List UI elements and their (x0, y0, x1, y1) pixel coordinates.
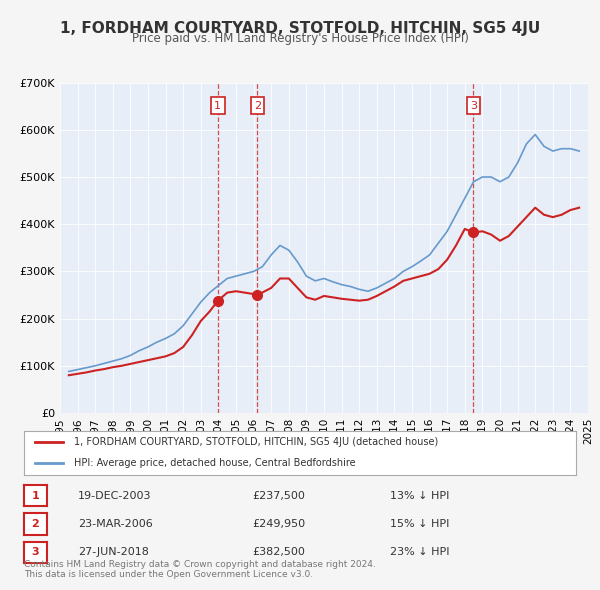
Text: 1: 1 (32, 491, 39, 500)
Text: 3: 3 (470, 101, 477, 111)
Text: 19-DEC-2003: 19-DEC-2003 (78, 491, 151, 500)
Text: 2: 2 (32, 519, 39, 529)
Text: £382,500: £382,500 (252, 548, 305, 557)
Text: 1, FORDHAM COURTYARD, STOTFOLD, HITCHIN, SG5 4JU (detached house): 1, FORDHAM COURTYARD, STOTFOLD, HITCHIN,… (74, 437, 438, 447)
Text: 23% ↓ HPI: 23% ↓ HPI (390, 548, 449, 557)
Text: 27-JUN-2018: 27-JUN-2018 (78, 548, 149, 557)
Text: Contains HM Land Registry data © Crown copyright and database right 2024.
This d: Contains HM Land Registry data © Crown c… (24, 560, 376, 579)
Text: Price paid vs. HM Land Registry's House Price Index (HPI): Price paid vs. HM Land Registry's House … (131, 32, 469, 45)
Text: 1, FORDHAM COURTYARD, STOTFOLD, HITCHIN, SG5 4JU: 1, FORDHAM COURTYARD, STOTFOLD, HITCHIN,… (60, 21, 540, 35)
Text: £249,950: £249,950 (252, 519, 305, 529)
Text: 23-MAR-2006: 23-MAR-2006 (78, 519, 153, 529)
Text: 2: 2 (254, 101, 261, 111)
Text: 1: 1 (214, 101, 221, 111)
Text: 13% ↓ HPI: 13% ↓ HPI (390, 491, 449, 500)
Text: HPI: Average price, detached house, Central Bedfordshire: HPI: Average price, detached house, Cent… (74, 458, 355, 467)
Text: £237,500: £237,500 (252, 491, 305, 500)
Text: 15% ↓ HPI: 15% ↓ HPI (390, 519, 449, 529)
Text: 3: 3 (32, 548, 39, 557)
